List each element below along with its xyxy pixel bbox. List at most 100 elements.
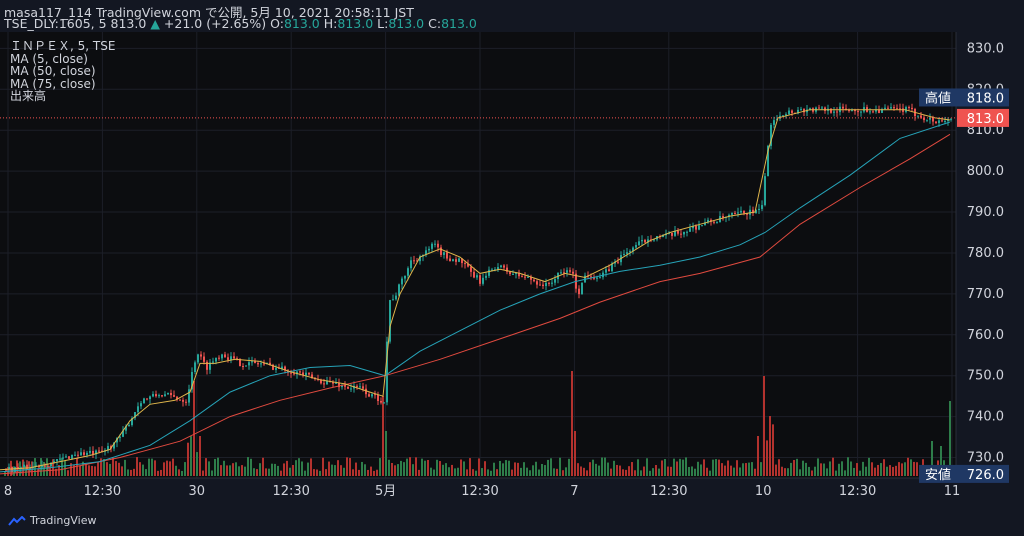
- legend-ma5[interactable]: MA (5, close): [10, 51, 88, 66]
- candle-body: [446, 252, 448, 259]
- brand-name: TradingView: [30, 514, 97, 527]
- volume-bar: [259, 463, 261, 476]
- volume-bar: [622, 469, 624, 476]
- legend-ma75[interactable]: MA (75, close): [10, 76, 96, 91]
- candle-body: [35, 465, 37, 467]
- candle-body: [239, 358, 241, 366]
- candle-body: [245, 365, 247, 367]
- candle-body: [908, 107, 910, 109]
- candle-body: [140, 403, 142, 407]
- candle-body: [671, 232, 673, 236]
- volume-bar: [58, 465, 60, 476]
- candle-body: [704, 222, 706, 226]
- volume-bar: [790, 462, 792, 476]
- volume-bar: [916, 462, 918, 476]
- candle-body: [755, 209, 757, 214]
- indicator-legend: ＩＮＰＥＸ, 5, TSE MA (5, close) MA (50, clos…: [10, 40, 115, 103]
- candle-body: [716, 222, 718, 224]
- candle-body: [173, 395, 175, 397]
- plot-area[interactable]: [0, 32, 956, 478]
- volume-bar: [70, 463, 72, 476]
- candle-body: [128, 425, 130, 427]
- candle-body: [365, 388, 367, 395]
- volume-bar: [583, 467, 585, 476]
- candle-body: [305, 372, 307, 376]
- candle-body: [593, 277, 595, 279]
- candle-body: [368, 394, 370, 397]
- candle-body: [632, 247, 634, 252]
- volume-bar: [73, 465, 75, 476]
- candle-body: [236, 358, 238, 360]
- candle-body: [560, 272, 562, 274]
- candle-body: [98, 450, 100, 452]
- volume-bar: [334, 465, 336, 476]
- candle-body: [509, 271, 511, 275]
- volume-bar: [868, 457, 870, 476]
- low-price-label-value-bg: [957, 464, 1009, 483]
- volume-bar: [85, 463, 87, 476]
- volume-bar: [931, 441, 933, 476]
- candle-body: [26, 464, 28, 470]
- candle-body: [209, 362, 211, 370]
- volume-bar: [157, 470, 159, 476]
- volume-bar: [355, 462, 357, 476]
- volume-bar: [559, 457, 561, 476]
- candle-body: [338, 382, 340, 388]
- volume-bar: [886, 466, 888, 476]
- volume-bar: [766, 440, 768, 476]
- candle-body: [749, 209, 751, 215]
- candle-body: [950, 118, 952, 120]
- volume-bar: [136, 457, 138, 476]
- ohlc-close-label: C:: [428, 16, 442, 31]
- candle-body: [188, 389, 190, 403]
- volume-bar: [865, 466, 867, 476]
- candle-body: [323, 383, 325, 385]
- volume-bar: [565, 467, 567, 476]
- candle-body: [59, 458, 61, 460]
- candle-body: [341, 384, 343, 388]
- candle-body: [884, 107, 886, 110]
- volume-bar: [613, 460, 615, 476]
- candle-body: [479, 275, 481, 284]
- candle-body: [572, 271, 574, 274]
- volume-bar: [160, 469, 162, 476]
- legend-volume[interactable]: 出来高: [10, 89, 47, 104]
- volume-bar: [535, 461, 537, 476]
- volume-bar: [358, 469, 360, 476]
- tradingview-brand[interactable]: TradingView: [8, 514, 96, 527]
- volume-bar: [799, 469, 801, 476]
- volume-bar: [244, 466, 246, 476]
- candle-body: [887, 107, 889, 109]
- candle-body: [752, 209, 754, 214]
- volume-bar: [745, 463, 747, 476]
- candle-body: [536, 281, 538, 285]
- legend-title[interactable]: ＩＮＰＥＸ, 5, TSE: [10, 39, 116, 53]
- volume-bar: [637, 459, 639, 476]
- candle-body: [890, 107, 892, 109]
- candle-body: [269, 362, 271, 365]
- candle-body: [893, 107, 895, 109]
- volume-bar: [223, 460, 225, 476]
- volume-bar: [76, 458, 78, 476]
- candle-body: [764, 176, 766, 206]
- volume-bar: [877, 464, 879, 476]
- candle-body: [71, 454, 73, 459]
- candle-body: [53, 461, 55, 464]
- volume-bar: [823, 463, 825, 476]
- volume-bar: [778, 459, 780, 476]
- candle-body: [194, 362, 196, 373]
- y-tick-label: 750.0: [967, 369, 1004, 384]
- volume-bar: [892, 466, 894, 476]
- legend-ma50[interactable]: MA (50, close): [10, 64, 96, 79]
- x-tick-label: 11: [944, 484, 961, 499]
- volume-bar: [37, 469, 39, 476]
- candle-body: [491, 269, 493, 271]
- volume-bar: [94, 466, 96, 476]
- volume-bar: [733, 467, 735, 476]
- volume-bar: [856, 463, 858, 476]
- candle-body: [458, 258, 460, 262]
- volume-bar: [490, 470, 492, 476]
- candle-body: [563, 272, 565, 274]
- candle-body: [200, 354, 202, 357]
